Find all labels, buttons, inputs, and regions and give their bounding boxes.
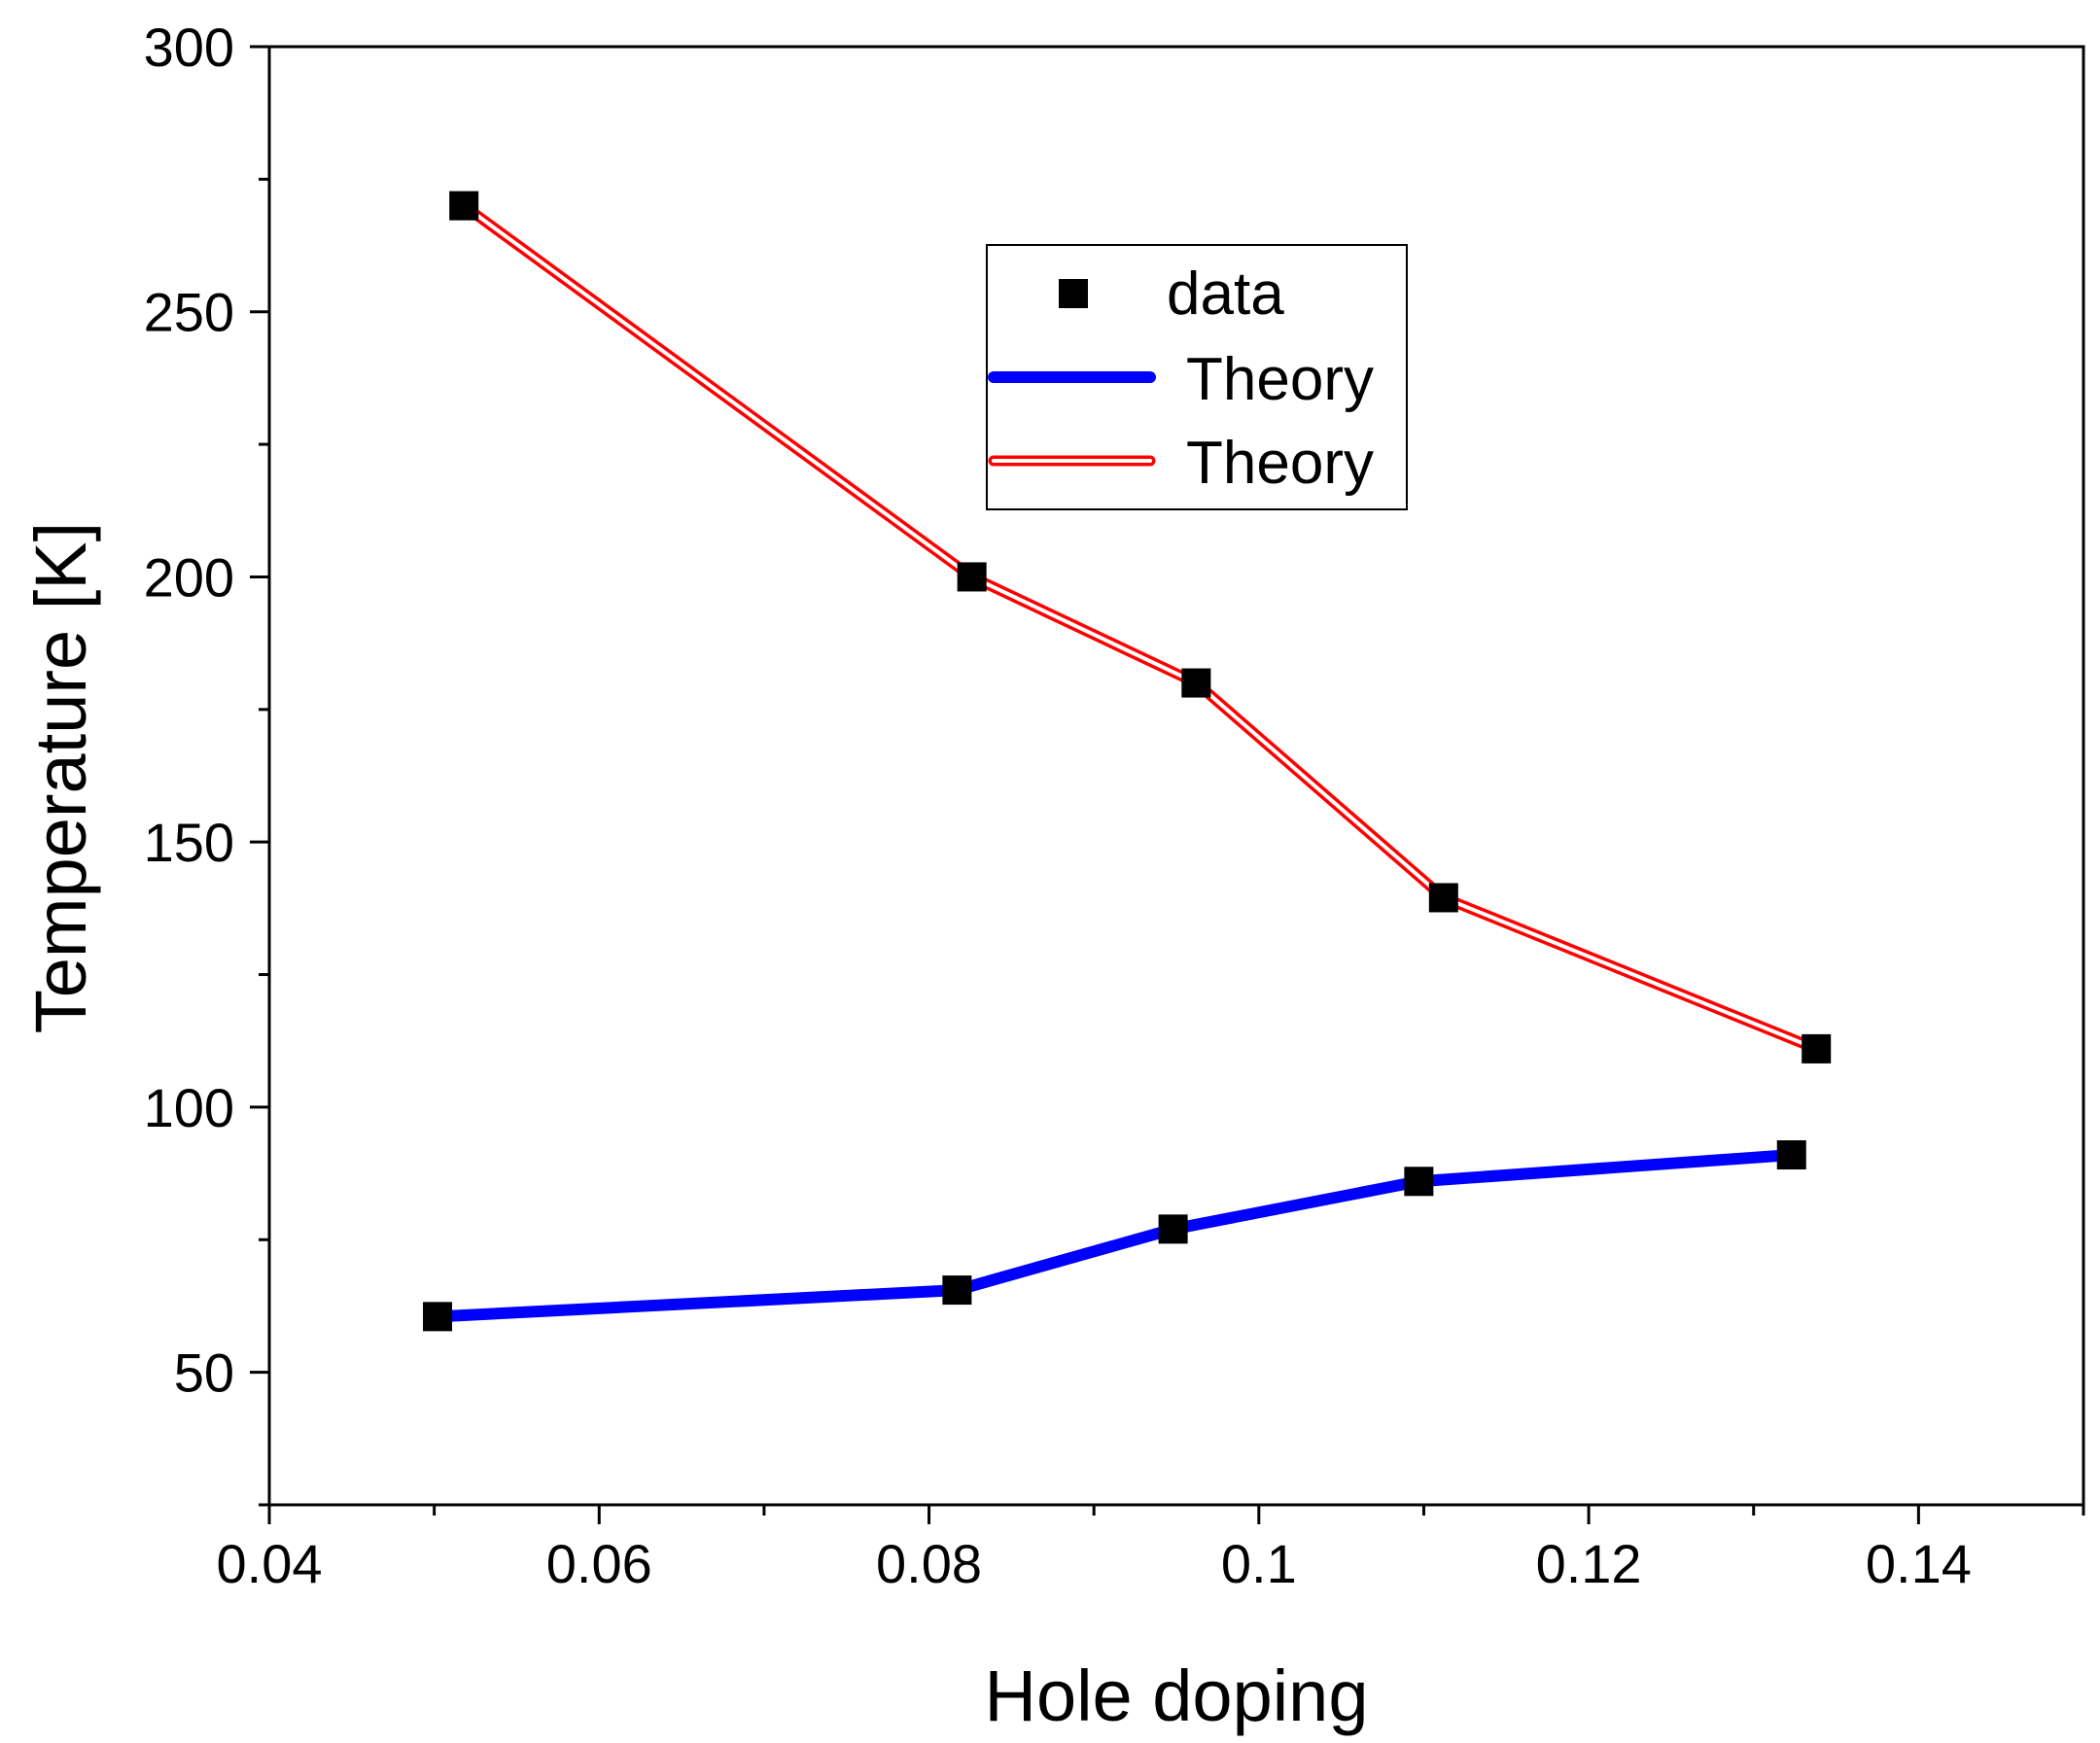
- plot-area: [267, 45, 2085, 1507]
- data-point: [1158, 1214, 1188, 1244]
- data-point: [942, 1275, 972, 1306]
- y-tick-label: 150: [144, 812, 234, 873]
- legend: data Theory Theory: [986, 244, 1408, 510]
- y-tick-label: 50: [174, 1342, 234, 1404]
- y-axis-title: Temperature [K]: [20, 522, 101, 1033]
- legend-label-theory-red: Theory: [1186, 430, 1374, 497]
- y-tick-label: 200: [144, 546, 234, 608]
- y-tick-label: 250: [144, 282, 234, 343]
- legend-label-data: data: [1167, 261, 1284, 328]
- y-axis: 50 100 150 200 250 300: [144, 17, 269, 1507]
- data-point: [957, 562, 987, 592]
- series-layer: [423, 191, 1832, 1332]
- x-tick-label: 0.04: [217, 1533, 323, 1594]
- data-point: [1404, 1167, 1434, 1197]
- x-tick-label: 0.06: [546, 1533, 652, 1594]
- data-point: [423, 1302, 453, 1332]
- data-point: [449, 191, 479, 221]
- data-point: [1428, 883, 1458, 913]
- x-tick-label: 0.12: [1536, 1533, 1642, 1594]
- data-point: [1802, 1033, 1832, 1063]
- plot-frame: [267, 45, 2085, 1507]
- y-tick-label: 100: [144, 1077, 234, 1138]
- data-point: [1181, 668, 1211, 698]
- legend-data-marker: [1059, 279, 1088, 308]
- data-point: [1776, 1140, 1806, 1169]
- x-tick-label: 0.1: [1221, 1533, 1297, 1594]
- x-axis-title: Hole doping: [985, 1656, 1369, 1736]
- x-axis: 0.04 0.06 0.08 0.1 0.12 0.14: [217, 1505, 2085, 1594]
- x-tick-label: 0.14: [1866, 1533, 1972, 1594]
- y-tick-label: 300: [144, 17, 234, 78]
- x-tick-label: 0.08: [876, 1533, 982, 1594]
- legend-label-theory-blue: Theory: [1186, 346, 1374, 413]
